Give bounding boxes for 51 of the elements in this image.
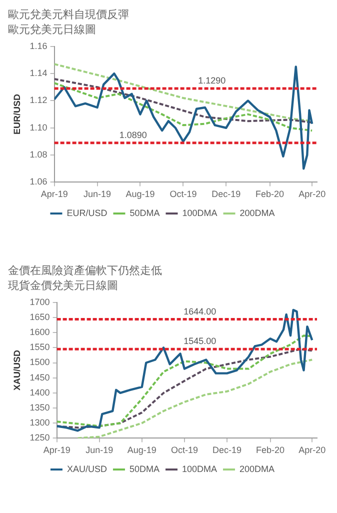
x-tick-label: Apr-20 <box>298 189 326 200</box>
legend-label: 50DMA <box>129 464 160 474</box>
x-tick-label: Apr-19 <box>40 189 68 200</box>
y-axis-title: XAU/USD <box>12 350 22 391</box>
y-tick-label: 1500 <box>30 357 50 368</box>
x-tick-label: Apr-20 <box>298 445 326 456</box>
y-tick-label: 1250 <box>30 432 50 443</box>
chart-subtitle: 現貨金價兌美元日線圖 <box>8 279 119 294</box>
y-tick-label: 1.06 <box>30 176 48 187</box>
y-tick-label: 1400 <box>30 387 50 398</box>
x-tick-label: Feb-20 <box>256 445 285 456</box>
y-tick-label: 1350 <box>30 402 50 413</box>
y-tick-label: 1.14 <box>30 68 48 78</box>
legend-label: EUR/USD <box>66 208 108 218</box>
legend-label: 100DMA <box>182 208 218 218</box>
y-tick-label: 1650 <box>30 312 50 322</box>
ref-line-label: 1.0890 <box>119 130 147 140</box>
x-tick-label: Dec-19 <box>212 445 242 456</box>
x-tick-label: Jun-19 <box>84 189 112 200</box>
ref-line-label: 1545.00 <box>184 336 216 346</box>
legend-label: 200DMA <box>240 208 275 218</box>
y-tick-label: 1.12 <box>30 95 48 106</box>
y-tick-label: 1700 <box>30 296 50 307</box>
y-tick-label: 1.16 <box>30 40 48 51</box>
y-tick-label: 1600 <box>30 327 50 338</box>
ref-line-label: 1644.00 <box>184 306 216 316</box>
x-tick-label: Apr-19 <box>43 445 70 456</box>
line-series <box>54 78 314 124</box>
line-series <box>54 82 314 132</box>
y-tick-label: 1550 <box>30 342 50 352</box>
legend-label: 100DMA <box>182 464 218 474</box>
chart-title: 金價在風險資產偏軟下仍然走低 <box>8 264 163 279</box>
x-tick-label: Feb-20 <box>256 189 284 200</box>
line-series <box>76 358 314 438</box>
x-tick-label: Dec-19 <box>212 189 241 200</box>
legend-label: 50DMA <box>130 208 160 218</box>
chart-title: 歐元兌美元料自現價反彈 <box>8 8 130 23</box>
x-tick-label: Aug-19 <box>126 189 155 200</box>
ref-line-label: 1.1290 <box>198 75 226 86</box>
x-tick-label: Oct-19 <box>170 189 197 200</box>
x-tick-label: Jun-19 <box>86 445 114 456</box>
x-tick-label: Oct-19 <box>170 445 198 456</box>
chart-subtitle: 歐元兌美元日線圖 <box>8 23 97 38</box>
y-tick-label: 1450 <box>30 372 50 382</box>
y-tick-label: 1.08 <box>30 150 48 160</box>
x-tick-label: Aug-19 <box>127 445 156 456</box>
y-axis-title: EUR/USD <box>12 94 22 135</box>
legend-label: XAU/USD <box>66 464 108 474</box>
legend-label: 200DMA <box>240 464 275 474</box>
y-tick-label: 1.10 <box>30 122 48 132</box>
y-tick-label: 1300 <box>30 418 50 428</box>
